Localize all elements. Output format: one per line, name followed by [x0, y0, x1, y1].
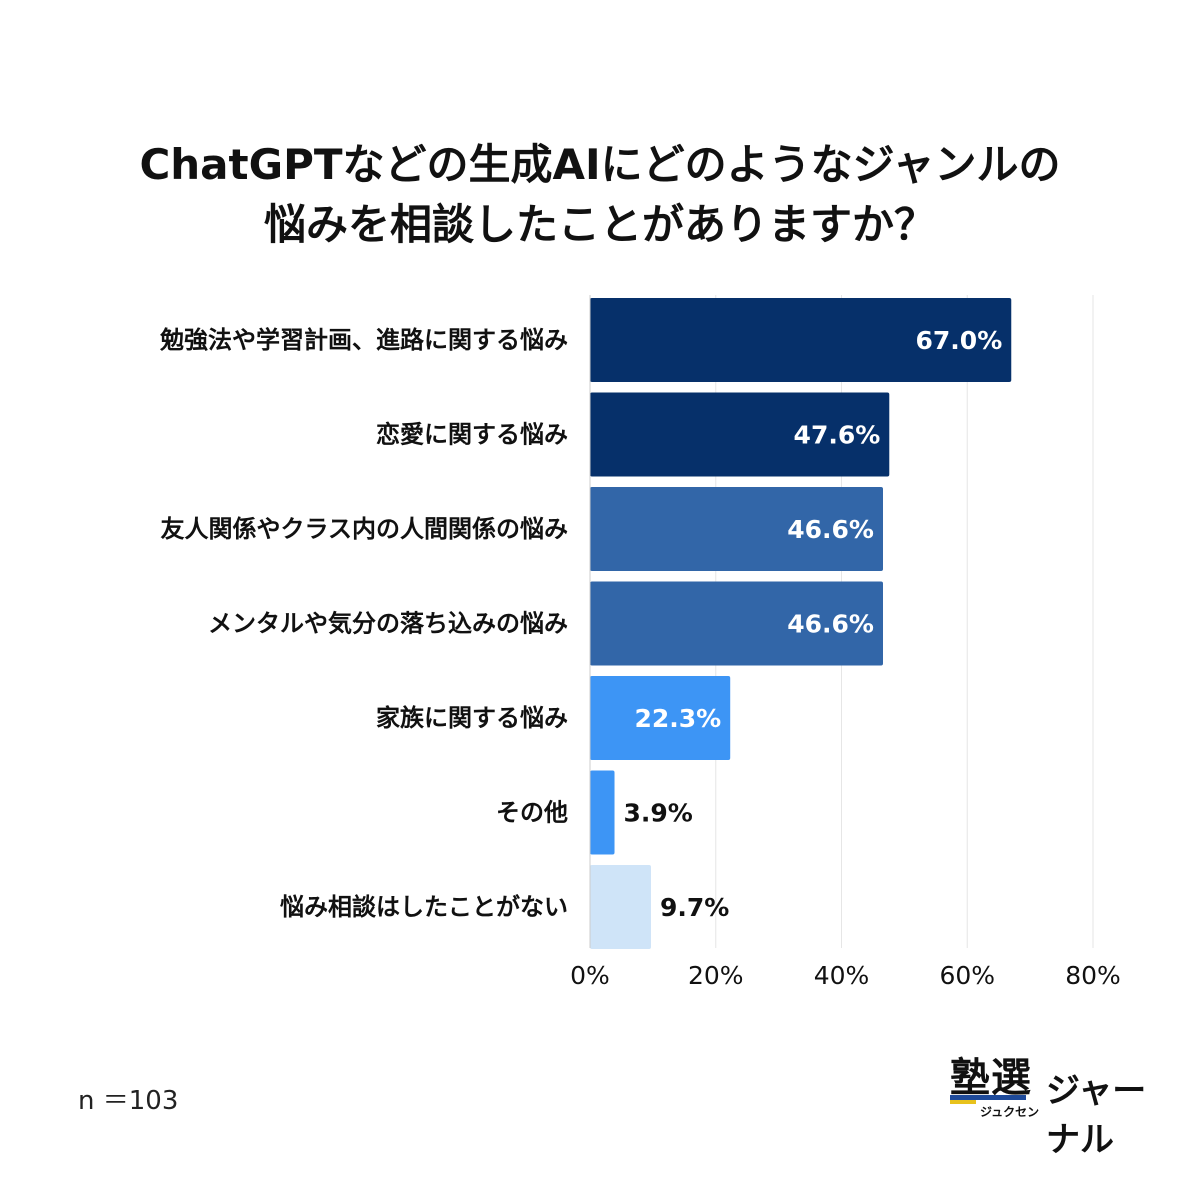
category-label: 友人関係やクラス内の人間関係の悩み — [160, 515, 568, 543]
brand-logo: 塾選 ジュクセン ジャーナル — [950, 1045, 1180, 1160]
bar — [590, 581, 883, 666]
x-tick-label: 20% — [688, 961, 744, 990]
category-label: 家族に関する悩み — [376, 704, 568, 732]
x-tick-label: 80% — [1065, 961, 1121, 990]
data-label: 9.7% — [660, 893, 729, 922]
chart-title-line-1: ChatGPTなどの生成AIにどのようなジャンルの — [139, 140, 1061, 189]
category-label: メンタルや気分の落ち込みの悩み — [208, 610, 568, 638]
logo-sub-text: ジャーナル — [1046, 1071, 1147, 1160]
data-label: 22.3% — [634, 704, 721, 733]
category-label: その他 — [496, 799, 568, 827]
data-label: 46.6% — [787, 610, 874, 639]
category-label: 恋愛に関する悩み — [376, 421, 568, 449]
data-label: 46.6% — [787, 515, 874, 544]
data-label: 67.0% — [916, 326, 1003, 355]
bar — [590, 298, 1012, 382]
data-label: 47.6% — [794, 421, 881, 450]
x-tick-label: 40% — [814, 961, 870, 990]
logo-accent — [950, 1100, 976, 1104]
bar — [590, 392, 890, 477]
chart-title-line-2: 悩みを相談したことがありますか？ — [263, 200, 936, 249]
chart-title: ChatGPTなどの生成AIにどのようなジャンルの 悩みを相談したことがあります… — [0, 135, 1200, 255]
logo-underline — [950, 1095, 1026, 1100]
bar — [590, 487, 883, 571]
x-tick-label: 0% — [570, 961, 610, 990]
bar — [590, 676, 731, 760]
bar — [590, 865, 651, 949]
logo-main-text: 塾選 — [950, 1055, 1032, 1101]
sample-size-note: n ＝103 — [78, 1086, 179, 1116]
logo-ruby-text: ジュクセン — [980, 1105, 1040, 1119]
category-label: 勉強法や学習計画、進路に関する悩み — [159, 326, 568, 354]
bar — [590, 770, 615, 855]
data-label: 3.9% — [624, 799, 693, 828]
x-tick-label: 60% — [939, 961, 995, 990]
category-label: 悩み相談はしたことがない — [280, 893, 568, 921]
